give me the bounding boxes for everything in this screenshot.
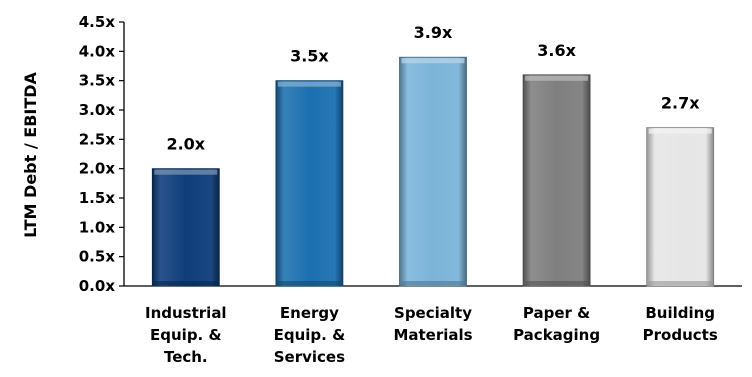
- bar-bottom-bevel: [277, 281, 341, 285]
- category-label-line: Tech.: [164, 348, 208, 366]
- category-label-line: Equip. &: [274, 326, 346, 344]
- category-label-line: Industrial: [145, 304, 227, 322]
- category-label-line: Services: [274, 348, 345, 366]
- y-tick-label: 2.5x: [79, 130, 116, 148]
- bar: [399, 56, 467, 287]
- category-label: Energy Equip. & Services: [274, 304, 346, 366]
- bar-bottom-bevel: [401, 281, 465, 285]
- y-tick-label: 3.0x: [79, 101, 116, 119]
- data-label: 3.5x: [290, 47, 329, 66]
- bars: [151, 56, 715, 287]
- bar: [522, 74, 591, 287]
- y-tick-label: 1.0x: [79, 218, 116, 236]
- category-label: Industrial Equip. & Tech.: [145, 304, 227, 366]
- bar: [646, 127, 715, 287]
- data-label: 3.9x: [414, 23, 453, 42]
- data-label: 2.0x: [166, 135, 205, 154]
- bar: [151, 168, 220, 287]
- category-label: Specialty Materials: [393, 304, 472, 344]
- category-label-line: Paper &: [523, 304, 590, 322]
- category-label-line: Equip. &: [150, 326, 222, 344]
- data-labels: 2.0x 3.5x 3.9x 3.6x 2.7x: [166, 23, 700, 153]
- bar-bottom-bevel: [525, 281, 589, 285]
- bar-top-bevel: [525, 75, 589, 81]
- y-tick-label: 2.0x: [79, 160, 116, 178]
- y-axis-ticks: 0.0x 0.5x 1.0x 1.5x 2.0x 2.5x 3.0x 3.5x 4.0x 4.5x: [79, 13, 124, 295]
- y-tick-label: 4.5x: [79, 13, 116, 31]
- category-label: Building Products: [643, 304, 718, 344]
- bar-top-bevel: [401, 58, 465, 64]
- y-tick-label: 4.0x: [79, 42, 116, 60]
- bar: [275, 80, 344, 287]
- bar-top-bevel: [648, 128, 712, 134]
- y-tick-label: 1.5x: [79, 189, 116, 207]
- bar-top-bevel: [277, 81, 341, 87]
- y-tick-label: 3.5x: [79, 72, 116, 90]
- category-label-line: Energy: [280, 304, 339, 322]
- y-tick-label: 0.5x: [79, 248, 116, 266]
- data-label: 3.6x: [537, 41, 576, 60]
- category-label-line: Materials: [393, 326, 472, 344]
- bar-bottom-bevel: [648, 281, 712, 285]
- category-label-line: Building: [645, 304, 715, 322]
- y-tick-label: 0.0x: [79, 277, 116, 295]
- bar-bottom-bevel: [154, 281, 218, 285]
- category-label-line: Specialty: [394, 304, 472, 322]
- data-label: 2.7x: [661, 94, 700, 113]
- bar-top-bevel: [154, 169, 218, 175]
- y-axis-label: LTM Debt / EBITDA: [21, 71, 40, 237]
- category-label-line: Products: [643, 326, 718, 344]
- category-labels: Industrial Equip. & Tech. Energy Equip. & Ser…: [145, 304, 718, 366]
- category-label-line: Packaging: [513, 326, 600, 344]
- category-label: Paper & Packaging: [513, 304, 600, 344]
